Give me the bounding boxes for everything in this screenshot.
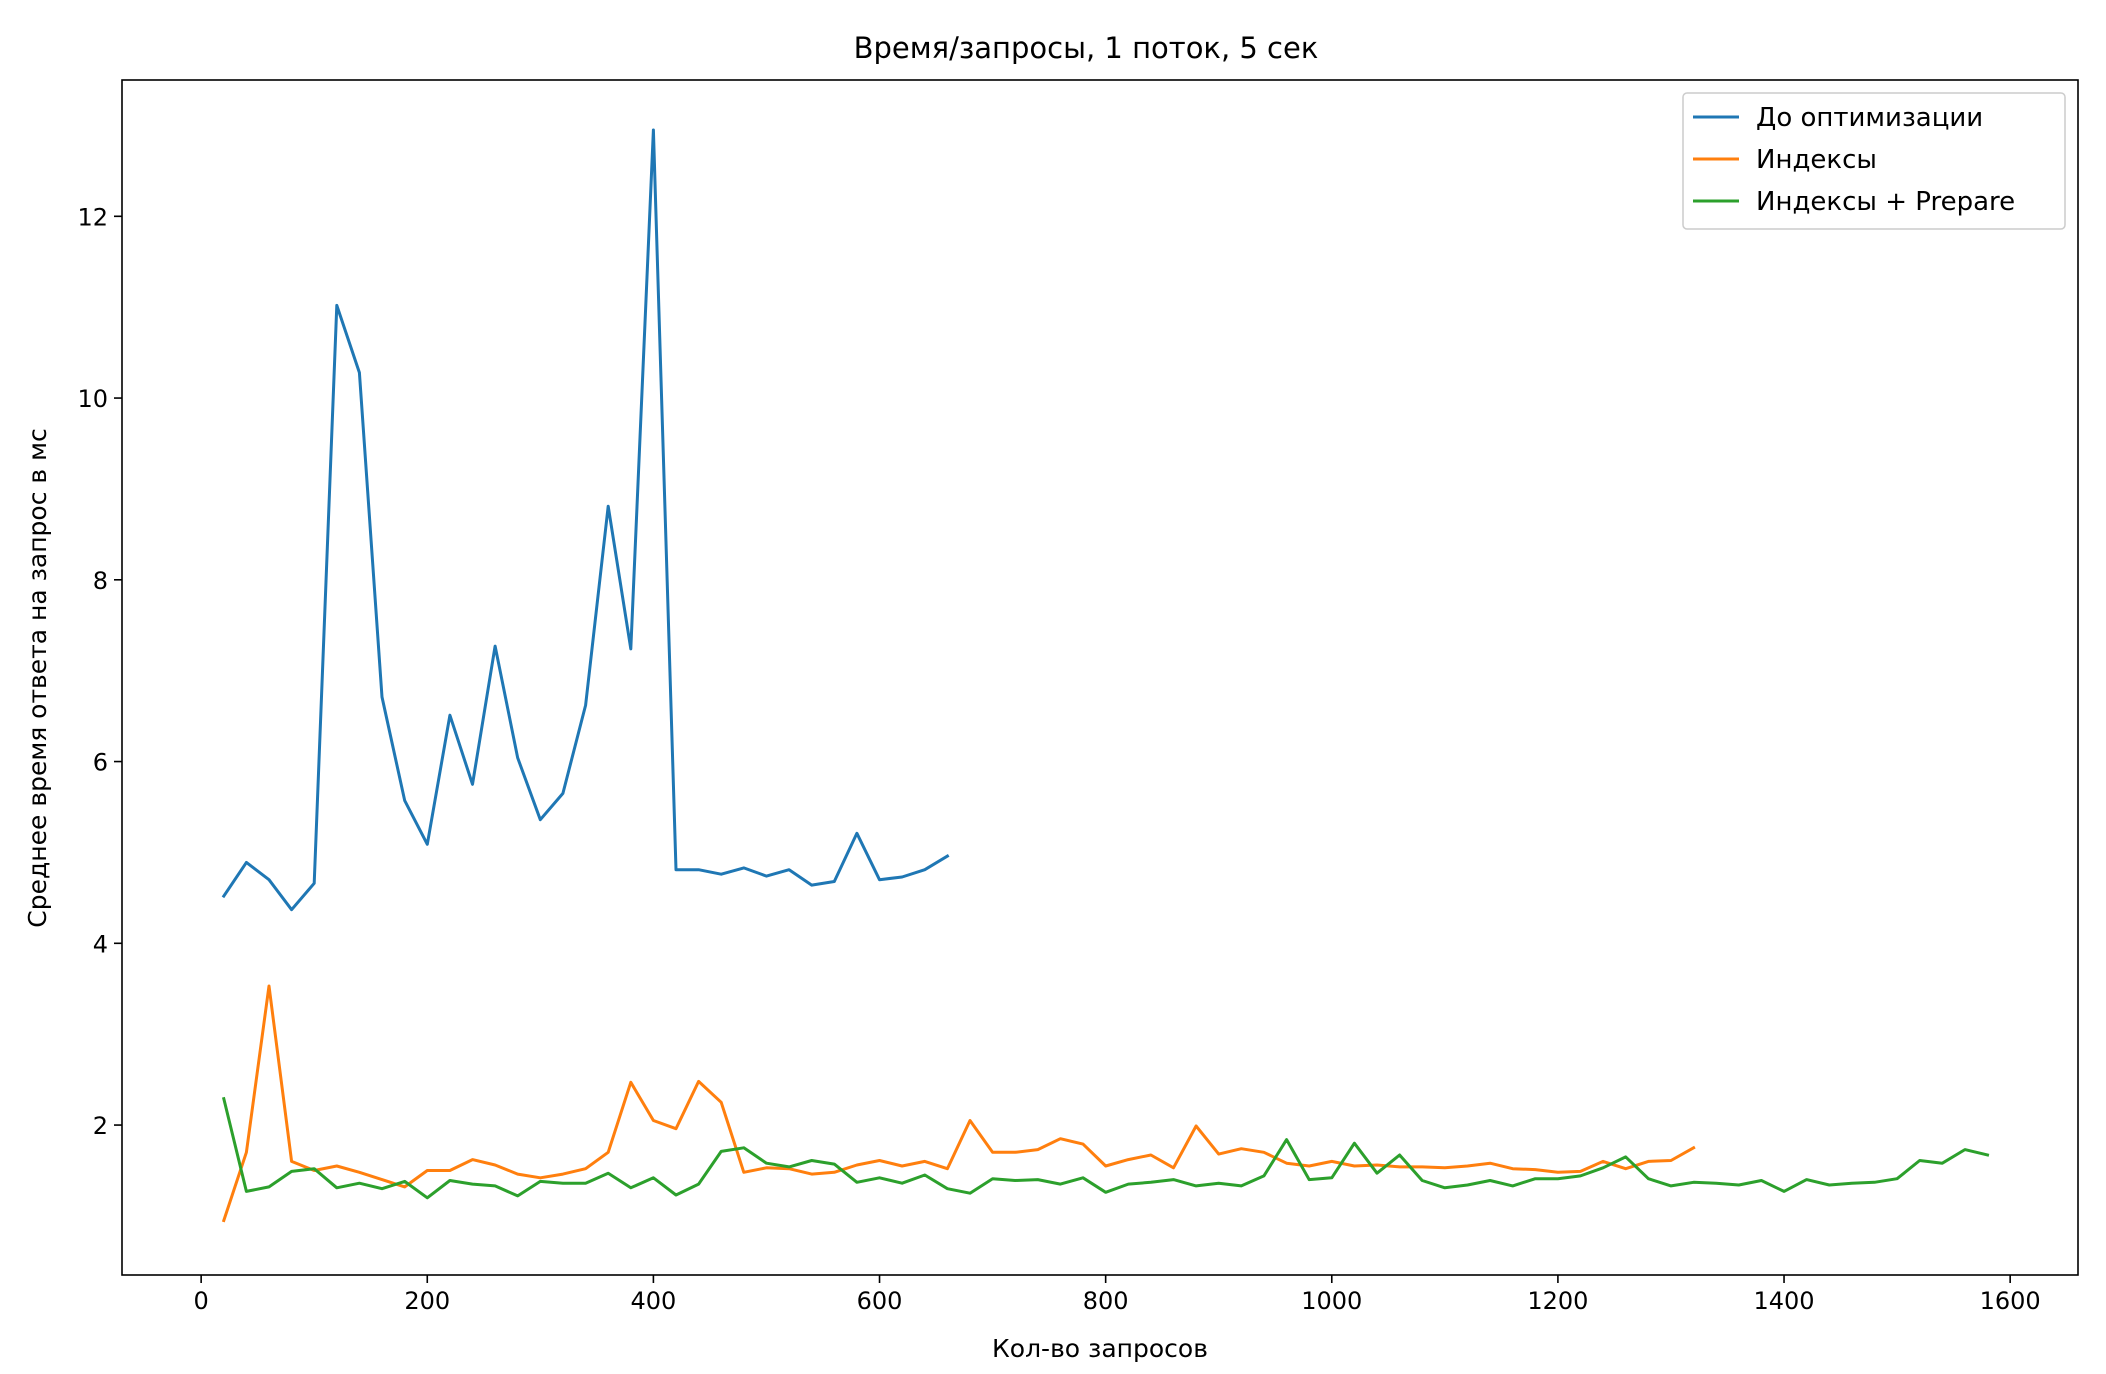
x-tick-label: 400: [630, 1287, 676, 1315]
y-tick-label: 6: [93, 749, 108, 777]
x-tick-label: 1000: [1301, 1287, 1362, 1315]
x-tick-label: 0: [194, 1287, 209, 1315]
chart-title: Время/запросы, 1 поток, 5 сек: [854, 31, 1319, 65]
legend: До оптимизации Индексы Индексы + Prepare: [1682, 92, 2066, 230]
y-axis-label: Среднее время ответа на запрос в мс: [23, 428, 52, 927]
x-tick-label: 200: [404, 1287, 450, 1315]
x-axis-ticks: 0 200 400 600 800 1000 1200 1400 1600: [194, 1275, 2041, 1315]
legend-entry-2: Индексы: [1756, 145, 1877, 175]
x-axis-label: Кол-во запросов: [992, 1334, 1208, 1363]
y-tick-label: 2: [93, 1112, 108, 1140]
y-tick-label: 10: [77, 385, 108, 413]
legend-entry-3: Индексы + Prepare: [1756, 187, 2015, 217]
legend-box: [1682, 92, 2066, 230]
x-tick-label: 1200: [1527, 1287, 1588, 1315]
series-line-1: [221, 128, 950, 912]
y-tick-label: 4: [93, 930, 108, 958]
x-tick-label: 1600: [1980, 1287, 2041, 1315]
legend-entry-1: До оптимизации: [1756, 103, 1983, 133]
x-tick-label: 1400: [1753, 1287, 1814, 1315]
plot-frame: [121, 79, 2079, 1276]
series-group: [221, 128, 1990, 1223]
y-tick-label: 12: [77, 203, 108, 231]
x-tick-label: 800: [1083, 1287, 1129, 1315]
series-line-3: [221, 1096, 1990, 1200]
y-axis-ticks: 2 4 6 8 10 12: [77, 203, 122, 1140]
x-tick-label: 600: [857, 1287, 903, 1315]
series-line-2: [221, 984, 1696, 1223]
y-tick-label: 8: [93, 567, 108, 595]
